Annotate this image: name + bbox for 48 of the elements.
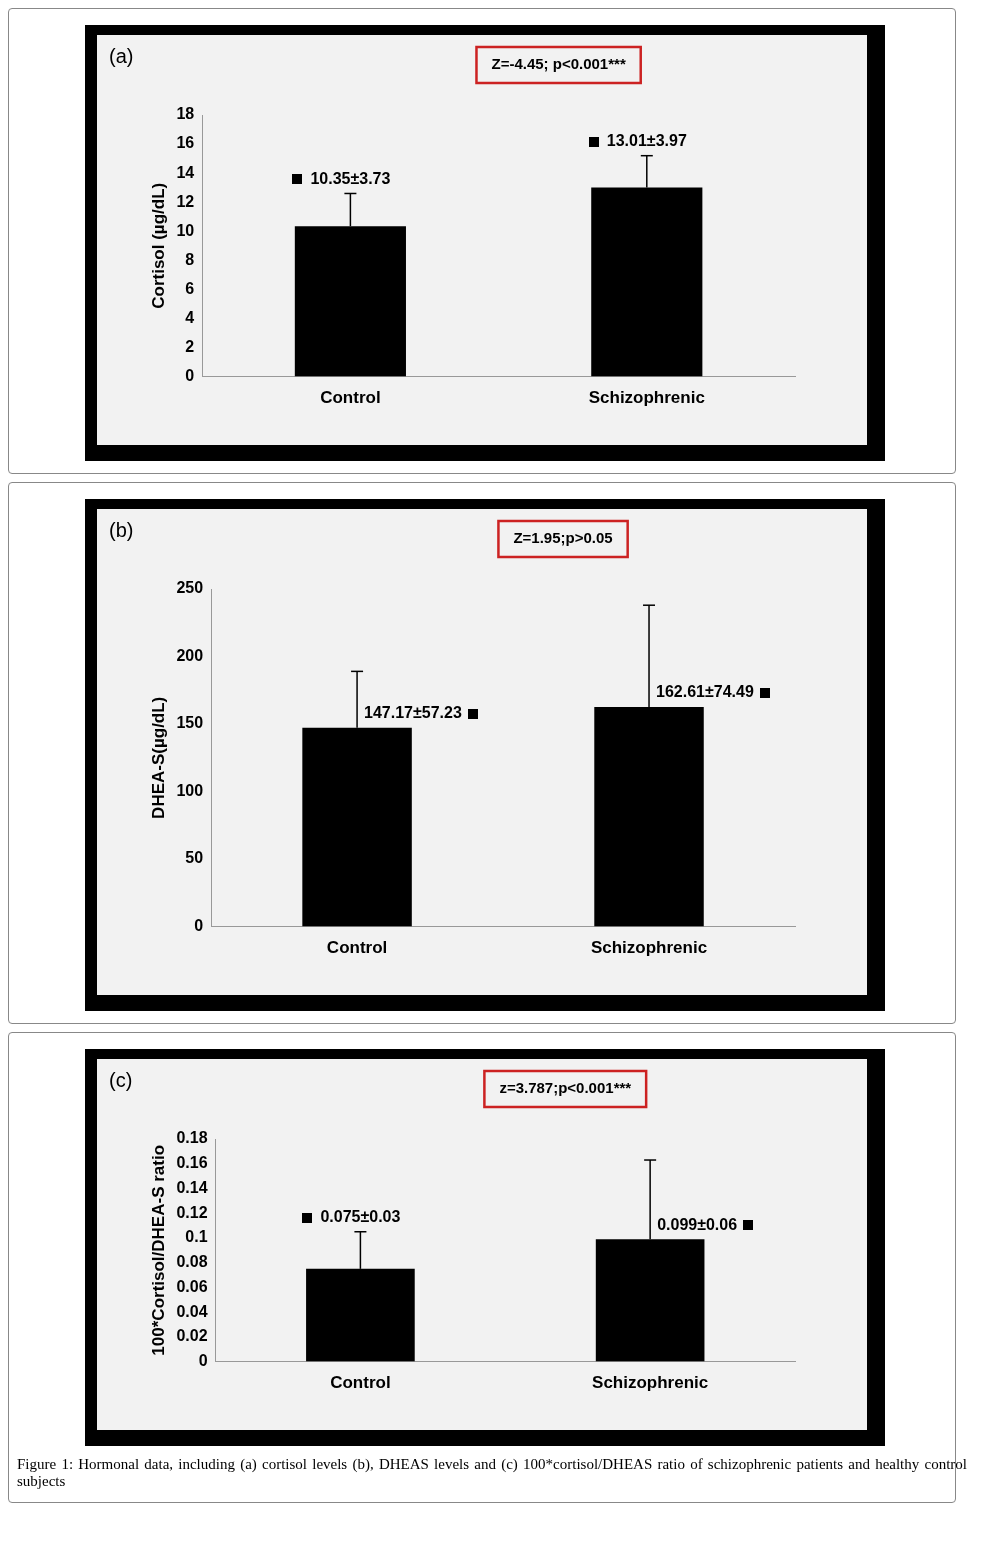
data-label: 10.35±3.73 (310, 169, 391, 187)
y-tick-label: 0.04 (176, 1302, 208, 1320)
y-tick-label: 0.08 (176, 1253, 208, 1271)
y-tick-label: 50 (185, 849, 204, 867)
data-label: 0.075±0.03 (320, 1208, 401, 1226)
y-axis-title: 100*Cortisol/DHEA-S ratio (148, 1144, 168, 1356)
data-label: 13.01±3.97 (606, 132, 687, 150)
chart-title: (c) (109, 1068, 133, 1091)
y-tick-label: 200 (176, 646, 204, 664)
y-tick-label: 16 (176, 134, 195, 152)
y-tick-label: 14 (176, 163, 195, 181)
y-tick-label: 18 (176, 105, 195, 123)
y-tick-label: 0.16 (176, 1154, 208, 1172)
x-tick-label: Control (330, 1373, 391, 1393)
y-tick-label: 0.1 (185, 1228, 208, 1246)
data-label: 162.61±74.49 (656, 683, 754, 701)
x-tick-label: Control (320, 388, 381, 408)
y-tick-label: 4 (185, 308, 195, 326)
y-tick-label: 0.06 (176, 1277, 208, 1295)
chart-title: (a) (109, 44, 134, 67)
text: z=3.787;p<0.001*** (499, 1079, 632, 1097)
y-axis-title: DHEA-S(µg/dL) (148, 696, 168, 819)
y-tick-label: 8 (185, 250, 195, 268)
y-tick-label: 250 (176, 579, 204, 597)
chart-title: (b) (109, 518, 134, 541)
x-tick-label: Schizophrenic (592, 1373, 709, 1393)
y-tick-label: 6 (185, 279, 195, 297)
y-tick-label: 12 (176, 192, 195, 210)
y-tick-label: 150 (176, 714, 204, 732)
y-tick-label: 0.02 (176, 1327, 208, 1345)
x-tick-label: Schizophrenic (588, 388, 705, 408)
y-tick-label: 2 (185, 337, 195, 355)
y-tick-label: 0.18 (176, 1129, 208, 1147)
text: Z=-4.45; p<0.001*** (491, 55, 626, 73)
x-tick-label: Schizophrenic (590, 938, 708, 958)
y-tick-label: 0.14 (176, 1178, 208, 1196)
data-label: 0.099±0.06 (657, 1215, 738, 1233)
y-tick-label: 0.12 (176, 1203, 208, 1221)
y-axis-title: Cortisol (µg/dL) (148, 182, 168, 309)
y-tick-label: 100 (176, 781, 204, 799)
data-label: 147.17±57.23 (364, 704, 462, 722)
caption: Figure 1: Hormonal data, including (a) cortisol levels (b), DHEAS levels and (c) 100*cortisol/DHEAS ratio of schizophrenic patients and healthy control subjects (17, 1456, 967, 1490)
x-tick-label: Control (326, 938, 388, 958)
y-tick-label: 0 (198, 1352, 208, 1370)
y-tick-label: 0 (194, 917, 204, 935)
y-tick-label: 0 (185, 367, 195, 385)
text: Z=1.95;p>0.05 (513, 529, 613, 547)
y-tick-label: 10 (176, 221, 195, 239)
